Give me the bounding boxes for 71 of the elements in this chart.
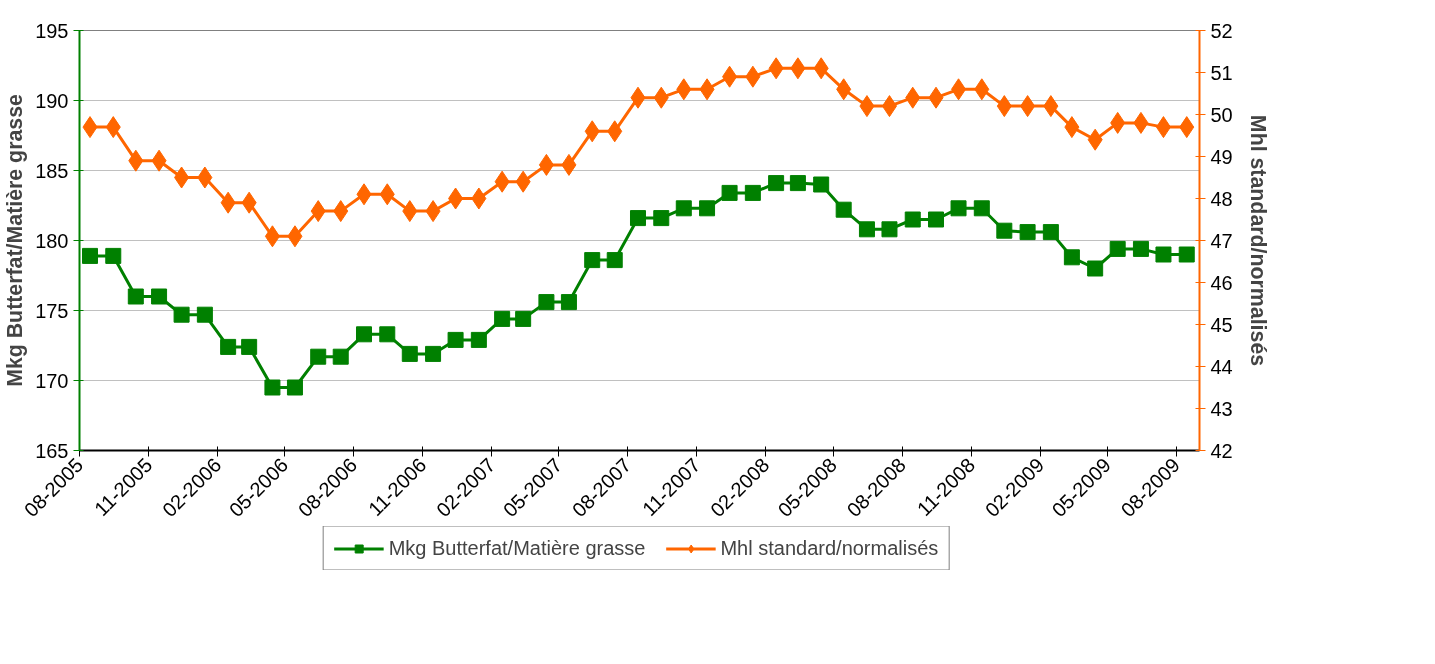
y2-axis-title: Mhl standard/normalisés [1245, 114, 1270, 367]
legend-label: Mkg Butterfat/Matière grasse [388, 536, 646, 560]
y2-tick-label: 43 [1210, 397, 1233, 420]
y-tick-label: 175 [35, 299, 69, 322]
point [789, 175, 806, 192]
point [950, 200, 967, 217]
point [401, 345, 418, 362]
point [768, 175, 785, 192]
y-tick-label: 170 [35, 369, 69, 392]
y-tick-label: 185 [35, 159, 69, 182]
point [286, 379, 303, 396]
point [447, 331, 464, 348]
point [196, 306, 213, 323]
point [835, 201, 852, 218]
point [515, 310, 532, 327]
y2-tick-label: 52 [1210, 19, 1233, 42]
legend-label: Mhl standard/normalisés [720, 536, 939, 560]
point [904, 211, 921, 228]
point [1132, 240, 1149, 257]
y2-tick-label: 50 [1210, 103, 1233, 126]
point [675, 200, 692, 217]
point [310, 348, 327, 365]
point [173, 306, 190, 323]
point [653, 210, 670, 227]
point [151, 288, 168, 305]
y2-tick-label: 46 [1210, 271, 1233, 294]
point [744, 184, 761, 201]
point [1109, 240, 1126, 257]
y2-tick-label: 42 [1210, 439, 1233, 462]
point [928, 211, 945, 228]
point [973, 200, 990, 217]
point [630, 210, 646, 227]
y-axis-title: Mkg Butterfat/Matière grasse [3, 93, 28, 387]
y-tick-label: 190 [35, 89, 69, 112]
point [721, 184, 738, 201]
point [220, 338, 237, 355]
point [1155, 246, 1172, 263]
point [356, 326, 372, 343]
point [105, 247, 122, 264]
point [560, 294, 577, 311]
point [584, 252, 601, 269]
point [264, 379, 281, 396]
y2-tick-label: 45 [1210, 313, 1233, 336]
point [606, 252, 623, 269]
point [538, 294, 555, 311]
point [881, 221, 898, 238]
point [494, 310, 511, 327]
point [1178, 246, 1195, 263]
y2-tick-label: 47 [1210, 229, 1233, 252]
point [82, 247, 99, 264]
point [1063, 249, 1080, 266]
point [1087, 260, 1104, 277]
point [379, 326, 396, 343]
y-tick-label: 180 [35, 229, 69, 252]
point [470, 331, 487, 348]
point [813, 176, 830, 193]
point [425, 345, 442, 362]
y2-tick-label: 49 [1210, 145, 1233, 168]
y-tick-label: 165 [35, 439, 69, 462]
point [858, 221, 875, 238]
y2-tick-label: 44 [1210, 355, 1233, 378]
y2-tick-label: 51 [1210, 61, 1233, 84]
point [332, 348, 349, 365]
y-tick-label: 195 [35, 19, 69, 42]
point [241, 338, 258, 355]
point [127, 288, 144, 305]
point [699, 200, 716, 217]
y2-tick-label: 48 [1210, 187, 1233, 210]
point [1019, 224, 1036, 241]
point [996, 222, 1013, 239]
point [1042, 224, 1059, 241]
